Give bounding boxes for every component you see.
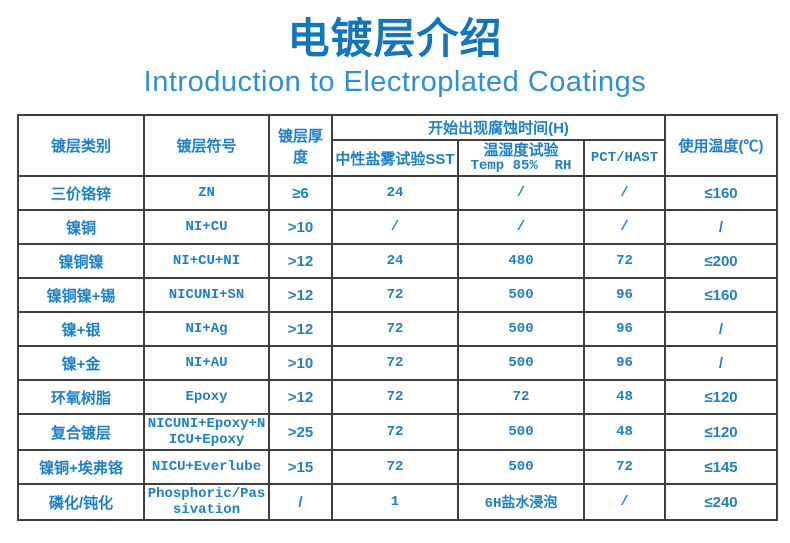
cell-sst: 72	[331, 345, 459, 382]
cell-usage-temp: ≤240	[664, 483, 779, 522]
cell-thickness: >12	[268, 379, 333, 416]
cell-category: 镍铜镍+锡	[17, 277, 145, 314]
cell-category: 镍+银	[17, 311, 145, 348]
cell-symbol: NICUNI+Epoxy+NICU+Epoxy	[143, 413, 270, 452]
table-row: 镍+银 NI+Ag >12 72 500 96/	[17, 311, 779, 348]
cell-symbol: NI+Ag	[143, 311, 270, 348]
cell-thickness: ≥6	[268, 175, 333, 212]
cell-pct: 48	[582, 413, 667, 452]
cell-category: 磷化/钝化	[17, 483, 145, 522]
table-row: 环氧树脂 Epoxy >12 72 72 48 ≤120	[17, 379, 779, 416]
col-header-temp-humidity: 温湿度试验 Temp 85% RH	[457, 139, 585, 178]
cell-temp-humidity: 500	[457, 277, 585, 314]
cell-thickness: >10	[268, 209, 333, 246]
cell-symbol: NICUNI+SN	[143, 277, 270, 314]
cell-usage-temp: /	[664, 311, 779, 348]
cell-pct: 72	[582, 449, 667, 486]
temp-humidity-label-en: Temp 85% RH	[470, 158, 572, 175]
table-row: 镍+金 NI+AU >10 72 500 96/	[17, 345, 779, 382]
cell-sst: 1	[331, 483, 459, 522]
cell-sst: /	[331, 209, 459, 246]
table-row: 镍铜 NI+CU >10// / /	[17, 209, 779, 246]
cell-thickness: >12	[268, 243, 333, 280]
table-row: 镍铜镍 NI+CU+NI >12 24 480 72 ≤200	[17, 243, 779, 280]
page-title: 电镀层介绍	[287, 15, 503, 62]
cell-usage-temp: ≤200	[664, 243, 779, 280]
cell-symbol: ZN	[143, 175, 270, 212]
cell-sst: 24	[331, 243, 459, 280]
col-header-corrosion-group: 开始出现腐蚀时间(H)	[330, 114, 667, 142]
cell-category: 镍铜	[17, 209, 145, 246]
table-row: 镍铜镍+锡 NICUNI+SN >12 72 500 96 ≤160	[17, 277, 779, 314]
cell-usage-temp: ≤160	[664, 175, 779, 212]
cell-temp-humidity: /	[457, 175, 585, 212]
cell-pct: 96	[582, 345, 667, 382]
cell-temp-humidity: 500	[457, 449, 585, 486]
cell-sst: 72	[331, 449, 459, 486]
cell-usage-temp: /	[664, 209, 779, 246]
cell-pct: 96	[582, 277, 667, 314]
cell-symbol: NI+AU	[143, 345, 270, 382]
table-row: 镍铜+埃弗铬 NICU+Everlube >15 72 500 72 ≤145	[17, 449, 779, 486]
cell-category: 镍铜镍	[17, 243, 145, 280]
cell-temp-humidity: 500	[457, 413, 585, 452]
cell-pct: 96	[582, 311, 667, 348]
cell-usage-temp: /	[664, 345, 779, 382]
cell-symbol: Epoxy	[143, 379, 270, 416]
table-header: 镀层类别 镀层符号 镀层厚度 开始出现腐蚀时间(H) 使用温度(℃) 中性盐雾试…	[17, 114, 779, 178]
temp-humidity-label-cn: 温湿度试验	[483, 142, 559, 160]
col-header-pct: PCT/HAST	[582, 139, 667, 178]
cell-symbol: NICU+Everlube	[143, 449, 270, 486]
col-header-sst: 中性盐雾试验SST	[331, 139, 459, 178]
cell-symbol: NI+CU+NI	[143, 243, 270, 280]
cell-pct: 48	[582, 379, 667, 416]
page-subtitle: Introduction to Electroplated Coatings	[143, 66, 647, 99]
cell-sst: 72	[331, 379, 459, 416]
cell-temp-humidity: 500	[457, 345, 585, 382]
table-body: 三价铬锌 ZN ≥6 24// ≤160 镍铜 NI+CU >10// / / 镍铜镍 NI+CU+N…	[17, 175, 779, 522]
cell-sst: 72	[331, 413, 459, 452]
table-row: 三价铬锌 ZN ≥6 24// ≤160	[17, 175, 779, 212]
cell-pct: /	[582, 175, 667, 212]
table-row: 复合镀层 NICUNI+Epoxy+NICU+Epoxy >25 72 500 48 ≤12…	[17, 413, 779, 452]
cell-thickness: >25	[268, 413, 333, 452]
cell-pct: /	[582, 209, 667, 246]
coatings-table: 镀层类别 镀层符号 镀层厚度 开始出现腐蚀时间(H) 使用温度(℃) 中性盐雾试…	[17, 114, 779, 522]
cell-pct: /	[582, 483, 667, 522]
cell-symbol: Phosphoric/Passivation	[143, 483, 270, 522]
cell-category: 镍+金	[17, 345, 145, 382]
cell-temp-humidity: /	[457, 209, 585, 246]
col-header-thickness: 镀层厚度	[268, 114, 333, 178]
cell-thickness: >15	[268, 449, 333, 486]
cell-category: 三价铬锌	[17, 175, 145, 212]
cell-category: 镍铜+埃弗铬	[17, 449, 145, 486]
cell-pct: 72	[582, 243, 667, 280]
cell-thickness: >10	[268, 345, 333, 382]
cell-thickness: >12	[268, 277, 333, 314]
cell-temp-humidity: 72	[457, 379, 585, 416]
col-header-symbol: 镀层符号	[143, 114, 270, 178]
cell-temp-humidity: 500	[457, 311, 585, 348]
cell-category: 复合镀层	[17, 413, 145, 452]
cell-sst: 24	[331, 175, 459, 212]
cell-temp-humidity: 6H盐水浸泡	[457, 483, 585, 522]
col-header-category: 镀层类别	[17, 114, 145, 178]
cell-usage-temp: ≤145	[664, 449, 779, 486]
cell-temp-humidity: 480	[457, 243, 585, 280]
cell-symbol: NI+CU	[143, 209, 270, 246]
table-row: 磷化/钝化 Phosphoric/Passivation/1 6H盐水浸泡 / ≤240	[17, 483, 779, 522]
cell-sst: 72	[331, 277, 459, 314]
cell-usage-temp: ≤120	[664, 413, 779, 452]
cell-usage-temp: ≤160	[664, 277, 779, 314]
cell-usage-temp: ≤120	[664, 379, 779, 416]
cell-thickness: >12	[268, 311, 333, 348]
cell-sst: 72	[331, 311, 459, 348]
col-header-usage-temp: 使用温度(℃)	[664, 114, 779, 178]
cell-thickness: /	[268, 483, 333, 522]
cell-category: 环氧树脂	[17, 379, 145, 416]
